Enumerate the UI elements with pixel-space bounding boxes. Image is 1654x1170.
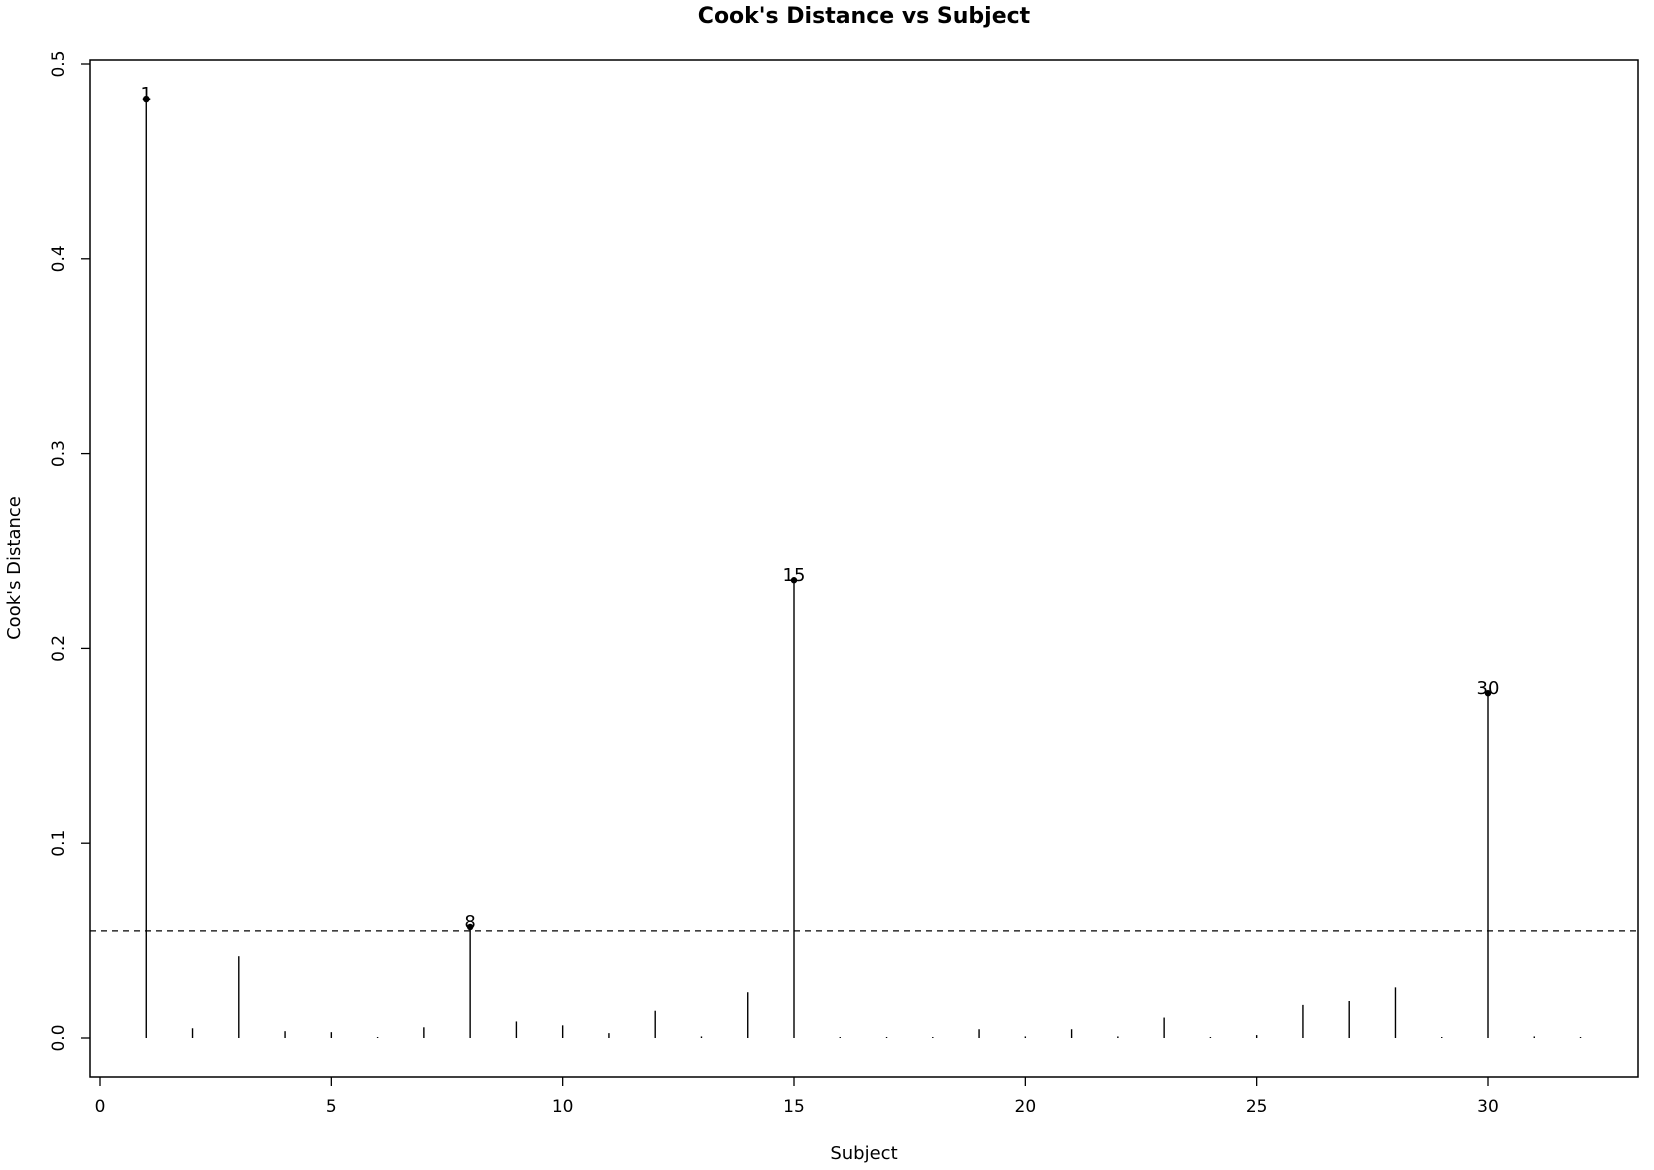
stems-group: [145, 99, 1582, 1038]
y-tick-label: 0.0: [49, 1024, 69, 1051]
plot-area: [89, 59, 1639, 1078]
points-group: 1 8 15 30: [141, 84, 1500, 933]
x-axis-label: Subject: [830, 1143, 897, 1164]
y-tick-label: 0.5: [49, 50, 69, 77]
y-tick-label: 0.2: [49, 635, 69, 662]
y-tick-label: 0.3: [49, 440, 69, 467]
y-axis-label: Cook's Distance: [4, 496, 25, 640]
axis-ticks: 0 5 10 15 20 25 30 0.0 0.1 0.2 0.3 0.4 0.5: [49, 50, 1499, 1117]
point-label-subject-1: 1: [141, 84, 152, 105]
x-tick-label: 15: [783, 1097, 805, 1117]
point-subject-1: [143, 95, 150, 103]
y-tick-label: 0.4: [49, 245, 69, 272]
point-label-subject-8: 8: [464, 912, 475, 933]
chart-title: Cook's Distance vs Subject: [698, 4, 1031, 29]
point-subject-8: [466, 923, 474, 931]
x-tick-label: 10: [552, 1097, 574, 1117]
x-tick-label: 5: [326, 1097, 337, 1117]
point-subject-30: [1484, 690, 1492, 697]
x-tick-label: 25: [1246, 1097, 1268, 1117]
point-label-subject-15: 15: [783, 565, 806, 586]
point-subject-15: [790, 577, 798, 584]
point-label-subject-30: 30: [1477, 678, 1500, 699]
x-tick-label: 0: [95, 1097, 106, 1117]
x-tick-label: 20: [1015, 1097, 1037, 1117]
y-tick-label: 0.1: [49, 830, 69, 857]
x-tick-label: 30: [1477, 1097, 1499, 1117]
